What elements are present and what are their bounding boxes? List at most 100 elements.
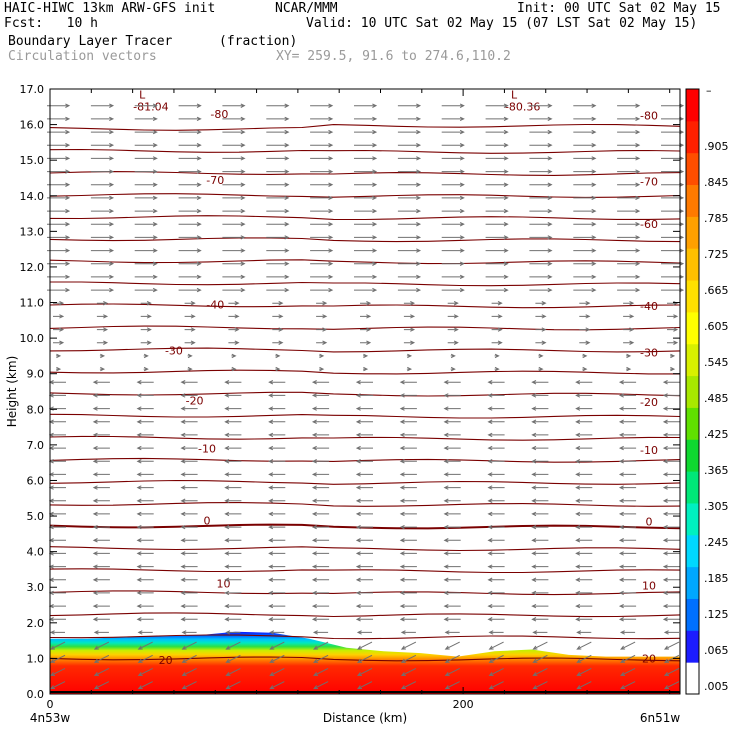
wind-vector bbox=[48, 393, 66, 398]
wind-vector bbox=[535, 327, 547, 332]
wind-vector bbox=[355, 380, 373, 385]
wind-vector bbox=[443, 524, 461, 530]
wind-vector bbox=[531, 432, 549, 438]
wind-vector bbox=[90, 261, 115, 266]
wind-vector bbox=[180, 472, 198, 477]
colorbar-swatch bbox=[686, 502, 699, 536]
wind-vector bbox=[90, 169, 115, 174]
colorbar-label: .065 bbox=[704, 644, 729, 657]
wind-vector bbox=[136, 419, 154, 424]
wind-vector bbox=[311, 524, 330, 530]
wind-vector bbox=[48, 485, 66, 490]
colorbar-label: .905 bbox=[704, 140, 729, 153]
wind-vector bbox=[134, 103, 158, 108]
wind-vector bbox=[662, 538, 680, 543]
wind-vector bbox=[178, 143, 202, 148]
wind-vector bbox=[272, 301, 284, 306]
wind-vector bbox=[92, 393, 110, 398]
wind-vector bbox=[397, 287, 422, 293]
wind-vector bbox=[47, 222, 71, 227]
wind-vector bbox=[47, 116, 71, 122]
wind-vector bbox=[92, 577, 110, 582]
wind-vector bbox=[399, 406, 417, 411]
wind-vector bbox=[268, 432, 286, 438]
wind-vector bbox=[92, 498, 110, 503]
wind-vector bbox=[661, 129, 685, 135]
wind-vector bbox=[532, 641, 548, 650]
wind-vector bbox=[355, 551, 373, 556]
wind-vector bbox=[531, 498, 549, 503]
wind-vector bbox=[356, 641, 373, 650]
y-tick-label: 3.0 bbox=[27, 581, 45, 594]
wind-vector bbox=[667, 340, 679, 345]
wind-vector bbox=[354, 116, 378, 122]
wind-vector bbox=[92, 564, 110, 569]
wind-vector bbox=[576, 667, 592, 676]
wind-vector bbox=[487, 498, 505, 503]
wind-vector bbox=[663, 681, 680, 690]
wind-vector bbox=[354, 182, 378, 187]
colorbar-swatch bbox=[686, 534, 699, 568]
wind-vector bbox=[140, 301, 152, 306]
wind-vector bbox=[180, 406, 198, 411]
wind-vector bbox=[225, 641, 241, 650]
wind-vector bbox=[662, 406, 680, 411]
wind-vector bbox=[487, 419, 505, 424]
wind-vector bbox=[667, 327, 679, 332]
wind-vector bbox=[623, 301, 635, 306]
wind-vector bbox=[443, 472, 461, 477]
wind-vector bbox=[180, 551, 198, 556]
wind-vector bbox=[494, 366, 500, 372]
wind-vector bbox=[355, 393, 373, 398]
colorbar-swatch bbox=[686, 248, 699, 281]
wind-vector bbox=[311, 445, 330, 451]
wind-vector bbox=[311, 419, 330, 424]
wind-vector bbox=[531, 551, 549, 556]
wind-vector bbox=[48, 445, 66, 451]
colorbar-label: .605 bbox=[704, 320, 729, 333]
wind-vector bbox=[48, 380, 66, 385]
wind-vector bbox=[266, 222, 290, 227]
wind-vector bbox=[266, 195, 290, 201]
wind-vector bbox=[140, 340, 152, 345]
wind-vector bbox=[450, 353, 456, 359]
y-tick-label: 12.0 bbox=[20, 261, 45, 274]
wind-vector bbox=[92, 538, 110, 543]
wind-vector bbox=[661, 169, 685, 174]
wind-vector bbox=[92, 511, 110, 517]
isotherm-line bbox=[49, 259, 681, 265]
isotherm-line bbox=[49, 148, 681, 154]
y-tick-label: 13.0 bbox=[20, 225, 45, 238]
wind-vector bbox=[47, 182, 71, 187]
wind-vector bbox=[441, 235, 465, 240]
wind-vector bbox=[180, 511, 198, 517]
wind-vector bbox=[485, 103, 509, 108]
wind-vector bbox=[441, 143, 465, 148]
wind-vector bbox=[662, 524, 680, 530]
wind-vector bbox=[268, 380, 286, 385]
wind-vector bbox=[49, 641, 66, 650]
wind-vector bbox=[313, 654, 329, 663]
wind-vector bbox=[355, 419, 373, 424]
wind-vector bbox=[397, 195, 422, 201]
wind-vector bbox=[617, 261, 641, 266]
wind-vector bbox=[180, 564, 198, 569]
wind-vector bbox=[363, 353, 369, 359]
wind-vector bbox=[397, 274, 422, 280]
wind-vector bbox=[92, 380, 110, 385]
wind-vector bbox=[316, 301, 328, 306]
wind-vector bbox=[662, 393, 680, 398]
colorbar-label: .245 bbox=[704, 536, 729, 549]
wind-vector bbox=[579, 314, 591, 319]
wind-vector bbox=[222, 169, 246, 174]
wind-vector bbox=[48, 564, 66, 569]
wind-vector bbox=[662, 564, 680, 569]
wind-vector bbox=[310, 222, 334, 227]
wind-vector bbox=[443, 577, 461, 582]
wind-vector bbox=[268, 472, 286, 477]
wind-vector bbox=[222, 235, 246, 240]
wind-vector bbox=[618, 577, 637, 582]
colorbar-label: .785 bbox=[704, 212, 729, 225]
colorbar-swatch bbox=[686, 120, 699, 154]
